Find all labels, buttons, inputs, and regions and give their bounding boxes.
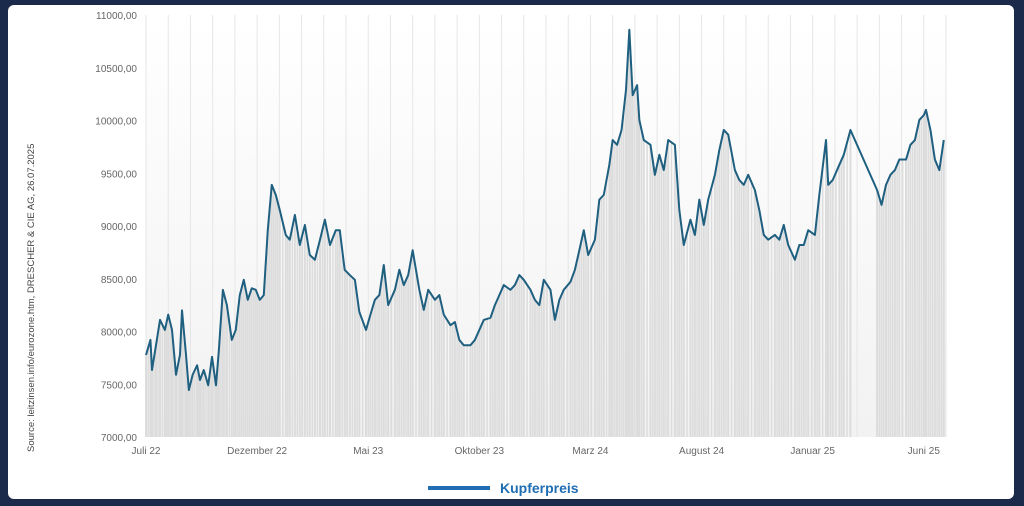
y-tick-label: 10000,00 (95, 117, 137, 128)
x-tick-label: August 24 (679, 446, 724, 457)
x-tick-label: Juni 25 (908, 446, 941, 457)
y-tick-label: 9500,00 (101, 169, 138, 180)
y-tick-label: 11000,00 (96, 11, 137, 22)
series-line-kupferpreis (145, 28, 945, 392)
x-tick-label: Oktober 23 (455, 446, 505, 457)
x-tick-label: Mai 23 (353, 446, 383, 457)
y-tick-label: 8500,00 (101, 275, 138, 286)
y-tick-label: 9000,00 (101, 222, 138, 233)
x-tick-label: Juli 22 (132, 446, 161, 457)
y-tick-label: 7500,00 (101, 380, 138, 391)
legend: Kupferpreis (428, 480, 579, 496)
legend-label: Kupferpreis (500, 480, 579, 496)
x-tick-label: Marz 24 (572, 446, 609, 457)
y-tick-label: 7000,00 (101, 433, 138, 444)
x-tick-label: Dezember 22 (227, 446, 287, 457)
y-tick-label: 8000,00 (101, 328, 138, 339)
legend-swatch (428, 486, 490, 490)
y-tick-label: 10500,00 (95, 64, 137, 75)
x-tick-label: Januar 25 (790, 446, 835, 457)
